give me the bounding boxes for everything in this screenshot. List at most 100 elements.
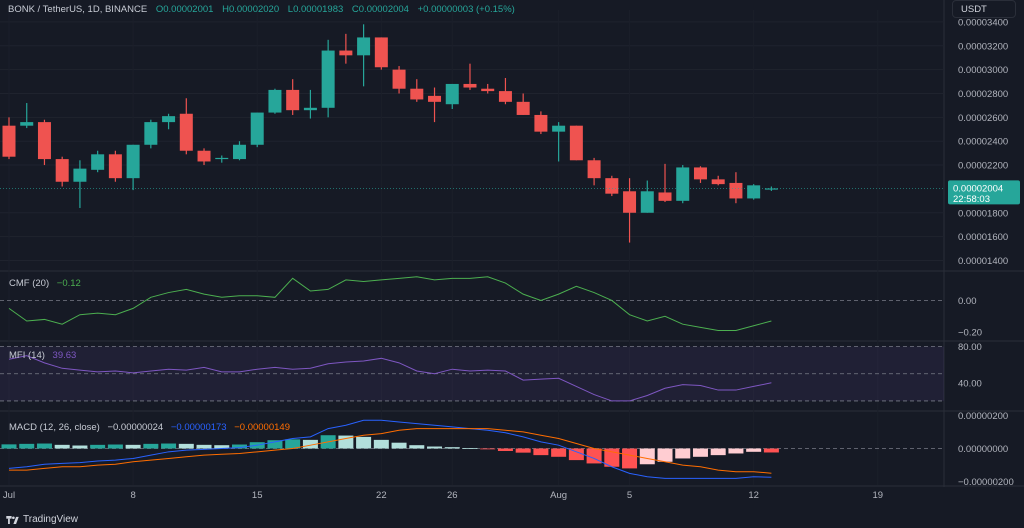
tradingview-label: TradingView [23,514,79,525]
candle-down [534,114,548,132]
macd-tick-label: −0.00000200 [958,477,1014,488]
cmf-value: −0.12 [56,278,81,289]
candle-up [215,157,229,160]
candle-down [286,89,300,111]
candle-down [729,182,743,199]
tradingview-logo[interactable]: TradingView [6,514,78,525]
macd-histogram-bar [568,448,584,461]
currency-button[interactable]: USDT [952,0,1016,18]
low-value: L0.00001983 [287,4,344,15]
candle-up [126,144,140,179]
price-tick-label: 0.00003400 [958,17,1008,28]
macd-histogram-bar [746,448,762,452]
macd-histogram-bar [409,445,425,449]
candle-up [162,116,176,123]
countdown-value: 22:58:03 [953,194,990,205]
macd-legend[interactable]: MACD (12, 26, close) −0.00000024 −0.0000… [9,422,295,433]
macd-signal-value: −0.00000149 [234,422,290,433]
last-price-value: 0.00002004 [953,183,1003,194]
macd-histogram-bar [19,443,35,449]
price-tick-label: 0.00001400 [958,256,1008,267]
macd-line-value: −0.00000173 [170,422,227,433]
macd-histogram-bar [551,448,567,457]
candle-up [250,112,264,145]
price-tick-label: 0.00001600 [958,232,1008,243]
mfi-title: MFI (14) [9,350,45,361]
last-price-tag [948,180,1020,205]
macd-histogram-bar [462,448,478,449]
cmf-legend[interactable]: CMF (20) −0.12 [9,278,86,289]
candle-down [605,178,619,194]
cmf-tick-label: −0.20 [958,328,982,339]
candle-up [20,122,34,126]
time-tick-label: 8 [130,490,135,501]
macd-histogram-bar [763,448,779,453]
mfi-line [8,355,772,402]
time-tick-label: 19 [872,490,883,501]
time-tick-label: 12 [748,490,759,501]
candle-down [428,95,442,102]
candle-up [144,122,158,145]
price-tick-label: 0.00003200 [958,41,1008,52]
macd-title: MACD (12, 26, close) [9,422,100,433]
macd-tick-label: 0.00000000 [958,444,1008,455]
symbol-pair[interactable]: BONK / TetherUS, 1D, BINANCE [8,4,148,15]
mfi-legend[interactable]: MFI (14) 39.63 [9,350,81,361]
cmf-title: CMF (20) [9,278,50,289]
time-tick-label: 26 [447,490,458,501]
macd-histogram-bar [444,447,460,449]
candle-up [91,154,105,170]
candle-up [268,89,282,113]
candle-up [321,50,335,108]
open-value: O0.00002001 [155,4,214,15]
macd-histogram-bar [622,448,638,469]
macd-histogram-bar [231,444,247,449]
macd-histogram-bar [214,445,230,449]
mfi-tick-label: 80.00 [958,342,982,353]
time-tick-label: 15 [252,490,263,501]
macd-histogram-bar [373,439,389,449]
high-value: H0.00002020 [222,4,280,15]
macd-histogram-bar [54,444,70,449]
macd-histogram-bar [90,444,106,449]
macd-histogram-bar [515,448,531,453]
candle-up [445,83,459,105]
macd-signal-line [9,428,772,474]
macd-histogram-value: −0.00000024 [107,422,164,433]
candle-down [587,160,601,179]
candle-down [463,83,477,88]
macd-histogram-bar [1,444,17,449]
mfi-tick-label: 40.00 [958,378,982,389]
price-tick-label: 0.00003000 [958,65,1008,76]
macd-histogram-bar [72,445,88,449]
candle-down [108,154,122,179]
macd-histogram-bar [178,443,194,449]
candle-down [197,150,211,162]
macd-histogram-bar [639,448,655,465]
candle-down [179,113,193,151]
candle-up [232,144,246,160]
candle-up [764,188,778,190]
cmf-tick-label: 0.00 [958,296,977,307]
candle-down [498,91,512,102]
macd-histogram-bar [302,439,318,449]
macd-histogram-bar [692,448,708,457]
price-tick-label: 0.00002200 [958,161,1008,172]
candle-up [640,191,654,213]
macd-histogram-bar [604,448,620,467]
macd-histogram-bar [533,448,549,456]
candle-down [516,101,530,115]
candle-down [2,125,16,157]
macd-histogram-bar [196,444,212,449]
candle-up [676,167,690,201]
macd-histogram-bar [107,444,123,449]
close-value: C0.00002004 [351,4,409,15]
price-tick-label: 0.00002600 [958,113,1008,124]
candle-down [339,50,353,56]
macd-histogram-bar [143,443,159,449]
candle-up [747,185,761,199]
macd-histogram-bar [728,448,744,454]
price-tick-label: 0.00002400 [958,137,1008,148]
